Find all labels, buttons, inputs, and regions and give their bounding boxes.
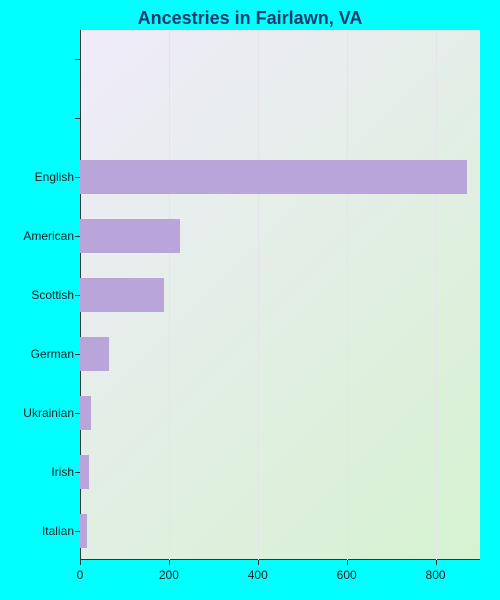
bar	[80, 278, 164, 312]
x-tick-label: 400	[248, 560, 268, 582]
bar	[80, 337, 109, 371]
page: Ancestries in Fairlawn, VA City-Data.com…	[0, 0, 500, 600]
bar	[80, 219, 180, 253]
gridline-v	[436, 30, 437, 560]
plot-area: 0200400600800EnglishAmericanScottishGerm…	[80, 30, 480, 560]
y-tick-label: German	[31, 347, 80, 361]
y-tick-label: Italian	[42, 524, 80, 538]
x-tick-label: 800	[426, 560, 446, 582]
gridline-v	[347, 30, 348, 560]
x-axis-line	[80, 559, 480, 560]
gridline-v	[169, 30, 170, 560]
bar	[80, 455, 89, 489]
gridline-v	[258, 30, 259, 560]
x-tick-label: 0	[77, 560, 84, 582]
y-tick	[75, 118, 80, 119]
x-tick-label: 200	[159, 560, 179, 582]
bar	[80, 514, 87, 548]
bar	[80, 160, 467, 194]
y-tick-label: American	[23, 229, 80, 243]
chart-title: Ancestries in Fairlawn, VA	[0, 8, 500, 29]
y-tick	[75, 59, 80, 60]
bar	[80, 396, 91, 430]
y-tick-label: Scottish	[31, 288, 80, 302]
y-tick-label: Irish	[51, 465, 80, 479]
y-tick-label: Ukrainian	[23, 406, 80, 420]
x-tick-label: 600	[337, 560, 357, 582]
y-tick-label: English	[35, 170, 80, 184]
